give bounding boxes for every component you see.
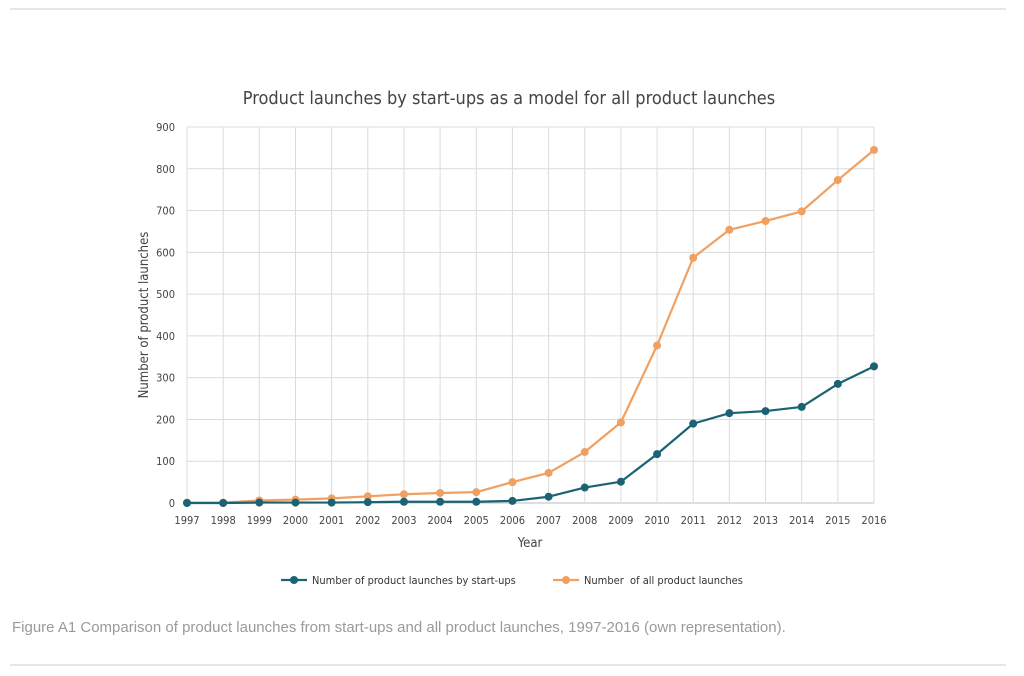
- data-point: [472, 497, 481, 506]
- x-tick-label: 2001: [319, 514, 344, 527]
- y-tick-label: 300: [156, 372, 175, 385]
- x-tick-label: 2000: [283, 514, 308, 527]
- data-point: [544, 468, 553, 477]
- x-tick-label: 2016: [861, 514, 886, 527]
- data-point: [399, 490, 408, 499]
- x-axis-ticks: 1997 1998 1999 2000 2001 2002 2003 2004 2005 2006…: [174, 514, 886, 527]
- y-tick-label: 600: [156, 246, 175, 259]
- chart-grid: [186, 126, 875, 504]
- data-point: [689, 419, 698, 428]
- legend-label: Number of product launches by start-ups: [312, 574, 516, 587]
- legend-marker: [290, 576, 298, 584]
- series-line-0: [187, 365, 875, 505]
- data-point: [399, 497, 408, 506]
- data-point: [219, 499, 228, 507]
- y-tick-label: 400: [156, 330, 175, 343]
- data-point: [291, 498, 300, 507]
- x-tick-label: 1999: [247, 514, 272, 527]
- y-tick-label: 700: [156, 205, 175, 218]
- data-point: [472, 488, 481, 497]
- data-point: [616, 418, 625, 427]
- data-point: [616, 477, 625, 486]
- data-point: [508, 496, 517, 505]
- data-point: [797, 207, 806, 216]
- data-point: [363, 498, 372, 507]
- x-tick-label: 2011: [681, 514, 706, 527]
- data-point: [255, 498, 264, 507]
- data-point: [436, 497, 445, 506]
- x-tick-label: 2014: [789, 514, 814, 527]
- data-point: [580, 483, 589, 492]
- x-axis-label: Year: [517, 536, 543, 551]
- y-tick-label: 500: [156, 288, 175, 301]
- y-tick-label: 900: [156, 121, 175, 134]
- x-tick-label: 2012: [717, 514, 742, 527]
- data-point: [761, 407, 770, 416]
- x-tick-label: 1998: [211, 514, 236, 527]
- x-tick-label: 2009: [608, 514, 633, 527]
- x-tick-label: 2002: [355, 514, 380, 527]
- data-point: [653, 450, 662, 459]
- y-axis-label: Number of product launches: [137, 232, 152, 399]
- x-tick-label: 1997: [174, 514, 199, 527]
- data-point: [436, 488, 445, 497]
- chart-title: Product launches by start-ups as a model…: [243, 88, 775, 109]
- x-tick-label: 2008: [572, 514, 597, 527]
- bottom-divider: [10, 664, 1006, 666]
- x-tick-label: 2015: [825, 514, 850, 527]
- y-tick-label: 100: [156, 455, 175, 468]
- y-tick-label: 0: [169, 497, 175, 510]
- x-tick-label: 2007: [536, 514, 561, 527]
- data-point: [363, 492, 372, 501]
- x-tick-label: 2005: [464, 514, 489, 527]
- chart-legend: Number of product launches by start-ups N…: [281, 574, 743, 587]
- data-point: [725, 225, 734, 234]
- data-point: [725, 409, 734, 418]
- data-point: [580, 448, 589, 457]
- data-point: [183, 499, 191, 507]
- data-point: [689, 253, 698, 262]
- x-tick-label: 2013: [753, 514, 778, 527]
- x-tick-label: 2006: [500, 514, 525, 527]
- legend-marker: [562, 576, 570, 584]
- top-divider: [10, 8, 1006, 10]
- y-tick-label: 200: [156, 413, 175, 426]
- data-point: [327, 498, 336, 507]
- chart-series: [183, 145, 878, 507]
- x-tick-label: 2003: [391, 514, 416, 527]
- legend-label: Number of all product launches: [584, 574, 743, 587]
- data-point: [508, 478, 517, 487]
- data-point: [833, 176, 842, 185]
- data-point: [797, 402, 806, 411]
- data-point: [870, 362, 878, 371]
- series-line-1: [187, 149, 875, 504]
- data-point: [833, 379, 842, 388]
- data-point: [870, 145, 878, 154]
- y-axis-ticks: 0 100 200 300 400 500 600 700 800 900: [156, 121, 175, 510]
- data-point: [761, 217, 770, 225]
- figure-caption: Figure A1 Comparison of product launches…: [12, 619, 786, 636]
- x-tick-label: 2004: [428, 514, 453, 527]
- x-tick-label: 2010: [644, 514, 669, 527]
- y-tick-label: 800: [156, 163, 175, 176]
- data-point: [653, 341, 662, 350]
- data-point: [544, 492, 553, 501]
